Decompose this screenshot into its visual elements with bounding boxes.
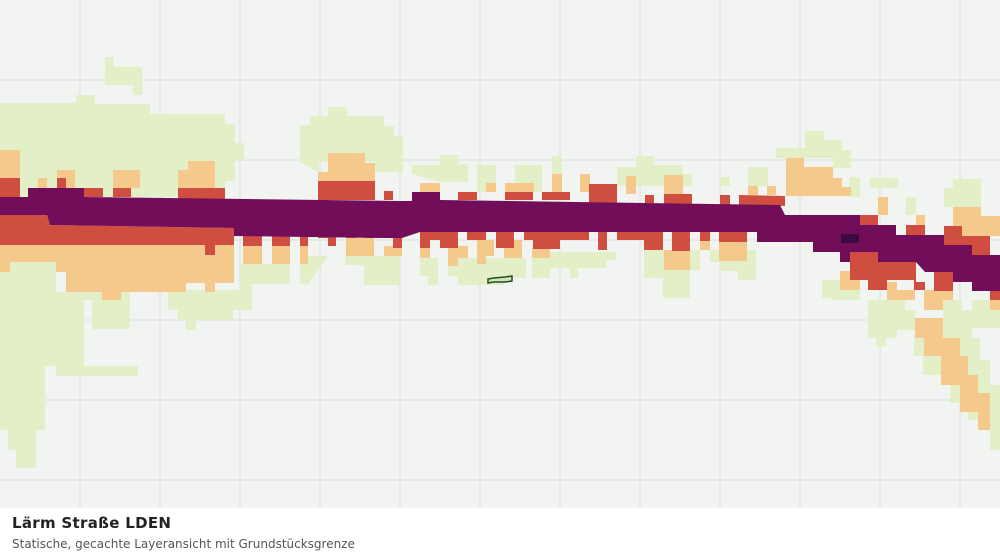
map-legend: Lärm Straße LDEN Statische, gecachte Lay… — [0, 508, 1000, 560]
noise-map — [0, 0, 1000, 508]
noise-zone-very-high — [0, 188, 1000, 291]
noise-zone-medium — [0, 150, 1000, 430]
map-subtitle: Statische, gecachte Layeransicht mit Gru… — [12, 537, 355, 551]
map-title: Lärm Straße LDEN — [12, 514, 172, 532]
noise-zone-low — [0, 57, 1000, 468]
noise-zone-extreme — [841, 234, 859, 243]
parcel-boundary[interactable] — [487, 275, 513, 284]
noise-zone-high — [0, 178, 1000, 300]
